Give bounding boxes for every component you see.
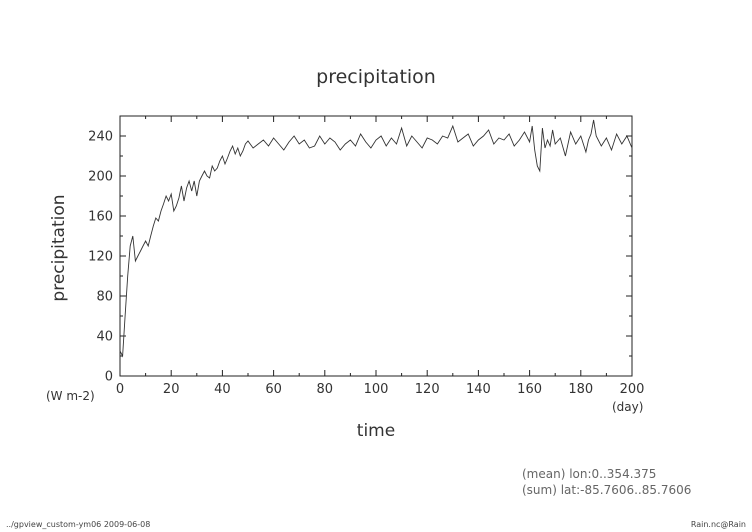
x-tick-label: 80 xyxy=(317,382,334,397)
x-tick-label: 100 xyxy=(364,382,389,397)
footer-right-text: Rain.nc@Rain xyxy=(690,520,746,529)
plot-frame xyxy=(119,115,633,377)
y-tick-label: 200 xyxy=(88,170,113,185)
info-sum: (sum) lat:-85.7606..85.7606 xyxy=(522,483,692,497)
x-tick-label: 160 xyxy=(517,382,542,397)
axis-ticks xyxy=(119,115,633,377)
y-tick-label: 120 xyxy=(88,250,113,265)
x-tick-label: 20 xyxy=(163,382,180,397)
series-line-precipitation xyxy=(119,119,633,358)
x-axis-label: time xyxy=(357,421,395,441)
x-tick-label: 180 xyxy=(568,382,593,397)
x-tick-label: 140 xyxy=(466,382,491,397)
x-tick-label: 60 xyxy=(265,382,282,397)
chart-title: precipitation xyxy=(316,66,436,88)
axis-tick-labels: 0 20 40 60 80 100 120 140 160 180 200 0 40 80 120 160 20… xyxy=(88,130,644,398)
y-tick-label: 0 xyxy=(105,370,113,385)
info-mean: (mean) lon:0..354.375 xyxy=(522,467,657,481)
x-tick-label: 200 xyxy=(620,382,645,397)
y-tick-label: 240 xyxy=(88,130,113,145)
y-axis-label: precipitation xyxy=(49,194,69,301)
x-tick-label: 0 xyxy=(116,382,124,397)
x-tick-label: 120 xyxy=(415,382,440,397)
y-tick-label: 80 xyxy=(96,290,113,305)
y-units-label: (W m-2) xyxy=(46,389,95,403)
y-tick-label: 160 xyxy=(88,210,113,225)
footer-left-text: ../gpview_custom-ym06 2009-06-08 xyxy=(6,520,151,529)
x-tick-label: 40 xyxy=(214,382,231,397)
y-tick-label: 40 xyxy=(96,330,113,345)
x-units-label: (day) xyxy=(612,400,643,414)
